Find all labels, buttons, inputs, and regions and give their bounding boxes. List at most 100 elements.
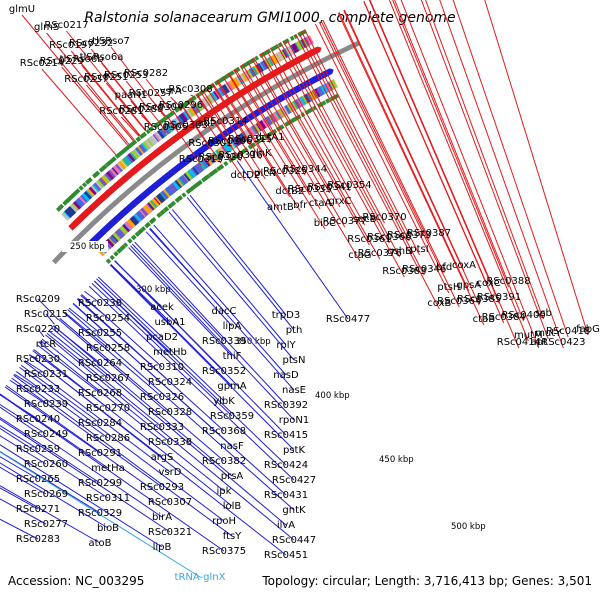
gene-label: lipB	[153, 542, 172, 553]
gene-label: RSc0447	[272, 535, 316, 546]
leader-line	[338, 12, 470, 292]
feature-marker-inner	[170, 200, 177, 206]
scale-label: 500 kbp	[451, 522, 486, 532]
feature-block-outer	[164, 123, 174, 133]
gene-label: RSc0376	[358, 248, 402, 259]
leader-line	[318, 21, 460, 308]
gene-label: vsrD	[159, 467, 182, 478]
gene-label: pstK	[283, 445, 305, 456]
gene-label: dctB2	[275, 186, 304, 197]
gene-label: grxC	[328, 196, 351, 207]
gene-label: RSc0237	[64, 74, 108, 85]
leader-line	[19, 366, 225, 522]
feature-marker-inner	[105, 258, 112, 264]
gene-label: RSc0301	[188, 138, 232, 149]
leader-line	[212, 82, 261, 160]
leader-line	[236, 160, 349, 320]
feature-marker	[145, 128, 151, 135]
leader-line	[72, 302, 287, 496]
leader-line	[61, 66, 128, 146]
gene-label: RSc0215	[24, 309, 68, 320]
gene-label: prsA	[221, 471, 244, 482]
feature-block-outer	[134, 146, 144, 156]
feature-block-outer	[90, 184, 100, 194]
leader-line	[20, 364, 101, 424]
feature-marker-inner	[119, 244, 126, 251]
leader-line	[420, 0, 549, 340]
leader-line	[64, 312, 163, 398]
leader-line	[145, 231, 233, 327]
feature-marker-inner	[312, 105, 318, 111]
feature-block-inner	[124, 219, 136, 231]
gene-label: tlSRso7	[92, 36, 130, 47]
feature-block-inner	[160, 189, 170, 200]
gene-label: gntK	[282, 505, 306, 516]
feature-block-inner	[180, 174, 189, 184]
feature-marker-inner	[156, 212, 163, 219]
gene-label: RSc0291	[78, 448, 122, 459]
feature-block-outer	[118, 160, 127, 170]
feature-marker-inner	[189, 184, 197, 192]
leader-line	[227, 73, 271, 144]
feature-block-inner	[196, 162, 206, 172]
feature-block-outer	[246, 68, 255, 79]
feature-marker	[141, 131, 148, 138]
gene-label: glmS	[34, 22, 59, 33]
gene-label: RSc0249	[24, 429, 68, 440]
feature-marker-inner	[137, 228, 144, 235]
feature-block-outer	[162, 124, 172, 135]
scale-label-bg	[371, 454, 417, 465]
gene-label: RSc0316	[219, 150, 263, 161]
feature-marker-inner	[242, 147, 249, 153]
leader-line	[439, 0, 564, 349]
leader-line	[241, 64, 361, 262]
leader-line	[337, 12, 485, 326]
gene-label: RSc0423	[541, 337, 585, 348]
scale-label: 250 kbp	[70, 242, 105, 252]
gene-label: nasD	[273, 370, 299, 381]
gene-label: trpD3	[272, 310, 300, 321]
leader-line	[199, 91, 281, 214]
leader-line	[45, 334, 295, 541]
leader-line	[64, 312, 109, 349]
gene-label: atoB	[88, 538, 111, 549]
feature-block-outer	[142, 140, 152, 151]
gene-label: glmU	[9, 4, 35, 15]
leader-line	[131, 243, 225, 342]
leader-line	[81, 294, 163, 368]
feature-block-inner	[281, 105, 290, 116]
feature-block-inner	[284, 104, 293, 115]
gene-label: RSc0366	[367, 232, 411, 243]
genome-backbone	[52, 40, 360, 265]
feature-marker	[289, 35, 295, 41]
leader-line	[77, 297, 225, 432]
leader-line	[81, 64, 140, 136]
leader-line	[11, 377, 163, 488]
feature-block-inner	[321, 83, 329, 94]
leader-line	[261, 52, 381, 260]
leader-line	[187, 99, 207, 130]
gene-label: RSc0264	[78, 358, 122, 369]
leader-line	[298, 32, 425, 276]
leader-line	[0, 393, 109, 469]
gene-labels: glmU glmS RSc0197 RSc0214 RSc0217 RSc0232 RSc0…	[9, 4, 600, 583]
gene-label: RSc0233	[16, 384, 60, 395]
feature-marker-inner	[321, 100, 327, 106]
feature-marker	[111, 156, 117, 162]
feature-marker-inner	[109, 254, 115, 261]
leader-line	[178, 105, 182, 112]
gene-label: RSc0282	[124, 68, 168, 79]
gene-label: lipA	[223, 321, 242, 332]
leader-line	[0, 403, 47, 435]
gene-label: RSc0354	[327, 180, 371, 191]
gene-label: RSc0259	[16, 444, 60, 455]
leader-line	[38, 342, 225, 492]
gene-label: RSc0391	[477, 292, 521, 303]
feature-block-inner	[198, 160, 207, 171]
scale-label: 350 kbp	[236, 337, 271, 347]
leader-line	[51, 327, 287, 526]
leader-line	[0, 456, 39, 480]
gene-label: RSc0258	[86, 343, 130, 354]
leader-line	[37, 328, 45, 338]
feature-marker	[104, 161, 111, 168]
